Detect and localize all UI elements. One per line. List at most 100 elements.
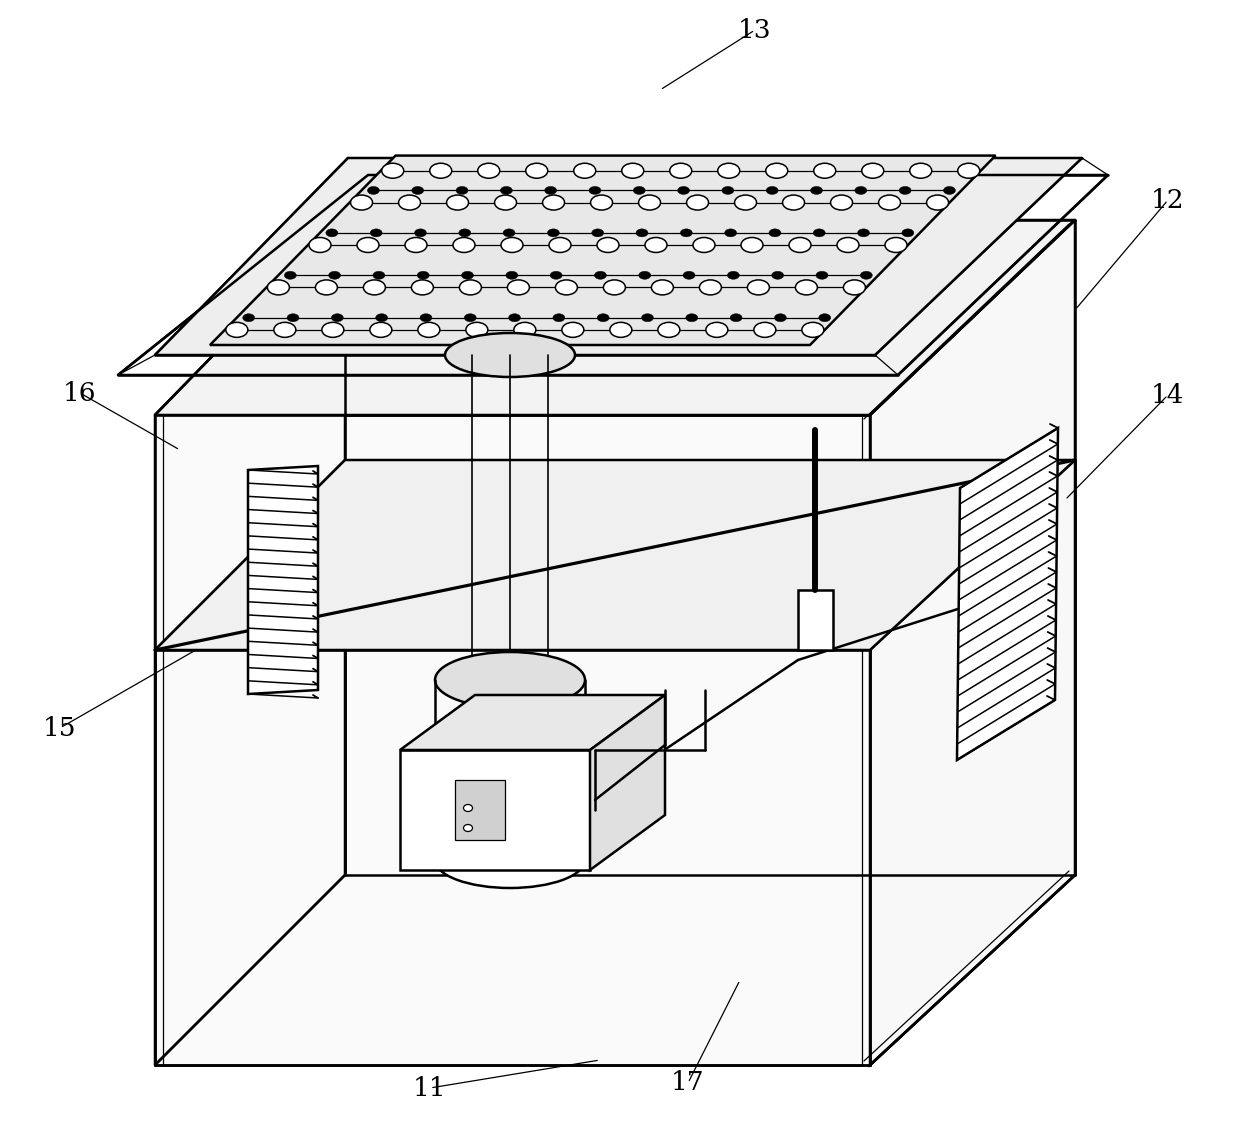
Polygon shape — [799, 589, 833, 650]
Text: 15: 15 — [43, 716, 77, 741]
Ellipse shape — [901, 229, 914, 237]
Ellipse shape — [373, 271, 384, 279]
Ellipse shape — [286, 314, 299, 322]
Ellipse shape — [501, 238, 523, 253]
Ellipse shape — [445, 658, 575, 702]
Ellipse shape — [284, 271, 296, 279]
Ellipse shape — [734, 195, 756, 211]
Ellipse shape — [544, 187, 557, 195]
Ellipse shape — [243, 314, 254, 322]
Ellipse shape — [420, 314, 432, 322]
Ellipse shape — [670, 163, 692, 179]
Ellipse shape — [363, 280, 386, 295]
Ellipse shape — [795, 280, 817, 295]
Ellipse shape — [501, 187, 512, 195]
Ellipse shape — [742, 238, 763, 253]
Ellipse shape — [268, 280, 289, 295]
Ellipse shape — [754, 322, 776, 337]
Text: 17: 17 — [671, 1071, 704, 1096]
Ellipse shape — [910, 163, 931, 179]
Ellipse shape — [861, 271, 872, 279]
Polygon shape — [401, 695, 665, 750]
Ellipse shape — [775, 314, 786, 322]
Ellipse shape — [507, 280, 529, 295]
Polygon shape — [401, 750, 590, 869]
Ellipse shape — [604, 280, 625, 295]
Ellipse shape — [417, 271, 429, 279]
Ellipse shape — [309, 238, 331, 253]
Ellipse shape — [957, 163, 980, 179]
Ellipse shape — [459, 280, 481, 295]
Ellipse shape — [683, 271, 696, 279]
Ellipse shape — [926, 195, 949, 211]
Ellipse shape — [730, 314, 742, 322]
Ellipse shape — [405, 238, 427, 253]
Polygon shape — [155, 158, 1083, 355]
Ellipse shape — [681, 229, 692, 237]
Ellipse shape — [551, 271, 562, 279]
Ellipse shape — [686, 314, 698, 322]
Ellipse shape — [445, 333, 575, 377]
Text: 16: 16 — [63, 380, 97, 405]
Polygon shape — [957, 428, 1058, 760]
Ellipse shape — [367, 187, 379, 195]
Ellipse shape — [813, 229, 826, 237]
Ellipse shape — [766, 187, 779, 195]
Polygon shape — [210, 156, 996, 345]
Ellipse shape — [766, 163, 787, 179]
Text: 12: 12 — [1151, 188, 1184, 213]
Text: 11: 11 — [413, 1075, 446, 1100]
Ellipse shape — [706, 322, 728, 337]
Ellipse shape — [639, 195, 661, 211]
Ellipse shape — [435, 652, 585, 708]
Ellipse shape — [687, 195, 708, 211]
Ellipse shape — [862, 163, 884, 179]
Ellipse shape — [376, 314, 388, 322]
Ellipse shape — [562, 322, 584, 337]
Ellipse shape — [837, 238, 859, 253]
Polygon shape — [248, 465, 317, 694]
Text: 14: 14 — [1151, 382, 1184, 407]
Ellipse shape — [547, 229, 559, 237]
Ellipse shape — [543, 195, 564, 211]
Text: 13: 13 — [738, 17, 771, 42]
Ellipse shape — [430, 163, 451, 179]
Ellipse shape — [549, 238, 570, 253]
Ellipse shape — [651, 280, 673, 295]
Ellipse shape — [418, 322, 440, 337]
Ellipse shape — [506, 271, 518, 279]
Polygon shape — [590, 695, 665, 869]
Ellipse shape — [435, 832, 585, 888]
Ellipse shape — [513, 322, 536, 337]
Ellipse shape — [329, 271, 341, 279]
Ellipse shape — [699, 280, 722, 295]
Ellipse shape — [477, 163, 500, 179]
Ellipse shape — [641, 314, 653, 322]
Ellipse shape — [899, 187, 911, 195]
Ellipse shape — [326, 229, 337, 237]
Ellipse shape — [591, 229, 604, 237]
Ellipse shape — [461, 271, 474, 279]
Ellipse shape — [370, 322, 392, 337]
Ellipse shape — [414, 229, 427, 237]
Ellipse shape — [634, 187, 645, 195]
Ellipse shape — [382, 163, 404, 179]
Ellipse shape — [621, 163, 644, 179]
Ellipse shape — [503, 229, 515, 237]
Ellipse shape — [331, 314, 343, 322]
Ellipse shape — [771, 271, 784, 279]
Ellipse shape — [816, 271, 828, 279]
Ellipse shape — [412, 280, 434, 295]
Ellipse shape — [879, 195, 900, 211]
Ellipse shape — [813, 163, 836, 179]
Ellipse shape — [769, 229, 781, 237]
Polygon shape — [870, 220, 1075, 1065]
Ellipse shape — [274, 322, 296, 337]
Ellipse shape — [782, 195, 805, 211]
Ellipse shape — [831, 195, 853, 211]
Polygon shape — [155, 220, 345, 1065]
Ellipse shape — [843, 280, 866, 295]
Ellipse shape — [639, 271, 651, 279]
Polygon shape — [155, 460, 1075, 650]
Ellipse shape — [728, 271, 739, 279]
